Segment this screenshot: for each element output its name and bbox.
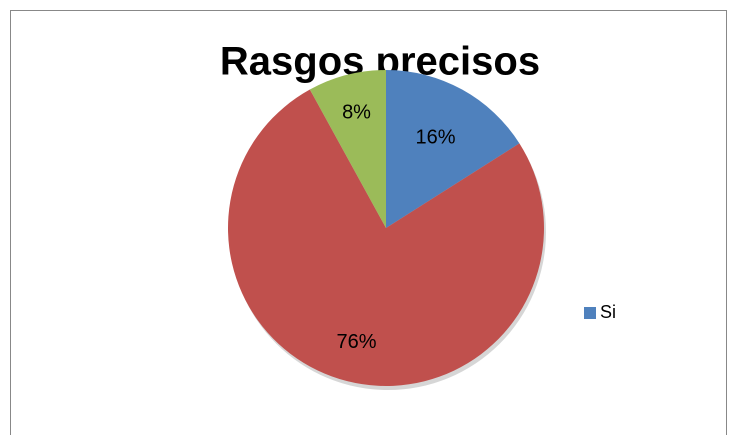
- pie-slice: [386, 70, 520, 228]
- legend-label: Si: [600, 302, 616, 322]
- data-label: 8%: [342, 102, 371, 124]
- pie-slice: [309, 70, 386, 228]
- legend-swatch: [584, 307, 596, 319]
- pie-slice: [228, 89, 544, 386]
- data-label: 76%: [337, 331, 377, 353]
- data-label: 16%: [415, 126, 455, 148]
